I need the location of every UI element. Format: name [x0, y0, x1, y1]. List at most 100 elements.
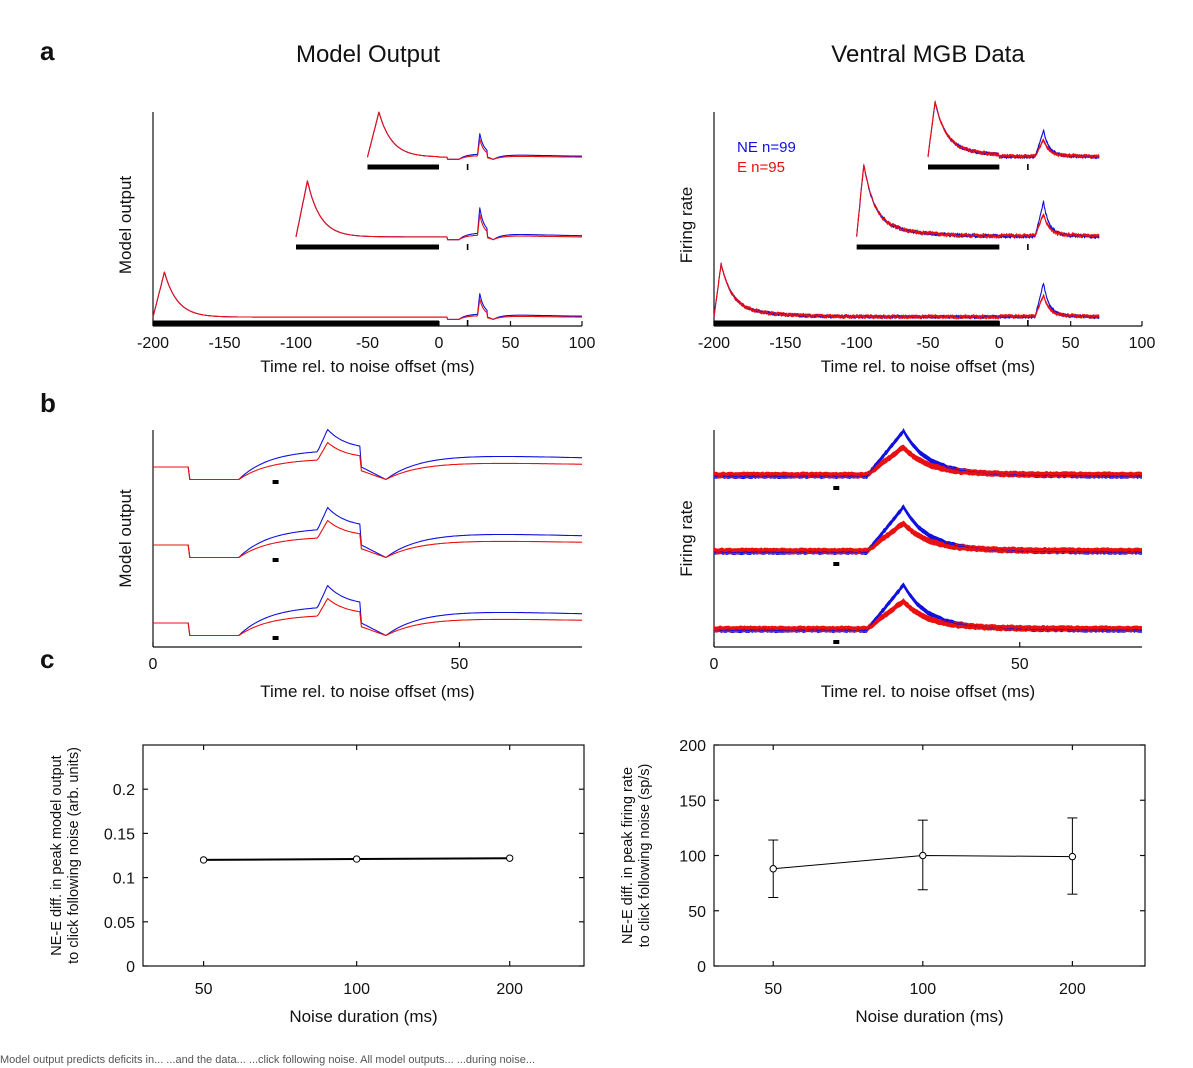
- noise-bar: [367, 164, 439, 170]
- e-trace: [713, 522, 1143, 553]
- e-trace: [153, 519, 583, 559]
- x-axis-label-b: Time rel. to noise offset (ms): [821, 682, 1035, 701]
- x-tick-label-a: -100: [841, 335, 873, 352]
- click-marker: [833, 562, 840, 566]
- x-tick-label-c: 50: [764, 981, 782, 998]
- y-axis-label-c: NE-E diff. in peak model output: [49, 755, 65, 955]
- data-point: [199, 856, 208, 864]
- x-tick-label-c: 200: [496, 981, 523, 998]
- data-point: [1068, 852, 1077, 861]
- x-tick-label-c: 50: [195, 981, 213, 998]
- data-point: [352, 855, 361, 863]
- ne-trace: [295, 180, 582, 241]
- y-tick-label-c: 150: [679, 793, 706, 810]
- x-tick-label-c: 100: [343, 981, 370, 998]
- ne-trace: [366, 111, 582, 160]
- e-band: [928, 99, 1100, 159]
- x-axis-label-c: Noise duration (ms): [289, 1007, 437, 1026]
- y-tick-label-c: 0: [126, 959, 135, 976]
- e-trace: [713, 600, 1143, 631]
- ne-trace: [153, 506, 582, 559]
- x-tick-label-a: -150: [208, 335, 240, 352]
- x-tick-label-a: 0: [435, 335, 444, 352]
- y-tick-label-c: 100: [679, 849, 706, 866]
- plot-box: [142, 744, 585, 967]
- y-axis-label-c: to click following noise (sp/s): [637, 764, 653, 948]
- ne-trace: [713, 584, 1142, 632]
- x-tick-label-a: -50: [916, 335, 939, 352]
- e-trace: [366, 111, 582, 160]
- y-axis-label-a: Model output: [116, 176, 135, 275]
- e-trace: [927, 100, 1100, 158]
- panel-letter-b: b: [40, 388, 56, 418]
- e-trace: [856, 164, 1100, 238]
- x-tick-label-b: 0: [710, 656, 719, 673]
- x-tick-label-a: 0: [995, 335, 1004, 352]
- ne-trace: [713, 506, 1143, 554]
- click-marker: [272, 480, 279, 484]
- y-axis-label-b: Firing rate: [677, 500, 696, 577]
- x-tick-label-b: 0: [149, 656, 158, 673]
- e-trace: [295, 180, 582, 241]
- data-point: [769, 865, 777, 873]
- e-band: [714, 444, 1142, 479]
- x-tick-label-c: 200: [1059, 981, 1086, 998]
- noise-bar: [714, 320, 1000, 326]
- e-trace: [153, 441, 583, 481]
- x-tick-label-a: 50: [502, 335, 520, 352]
- y-axis-label-a: Firing rate: [677, 187, 696, 264]
- panel-letter-a: a: [40, 36, 55, 66]
- y-axis-label-b: Model output: [116, 489, 135, 588]
- ne-trace: [856, 164, 1100, 239]
- legend-ne: NE n=99: [737, 139, 796, 156]
- panel-letter-c: c: [40, 644, 54, 674]
- ne-trace: [713, 262, 1100, 319]
- noise-bar: [153, 320, 439, 326]
- ne-band: [856, 163, 1100, 240]
- y-tick-label-c: 0.05: [104, 915, 135, 932]
- ne-band: [928, 100, 1100, 160]
- ne-trace: [713, 429, 1143, 478]
- x-tick-label-a: -50: [356, 335, 379, 352]
- x-axis-label-c: Noise duration (ms): [855, 1007, 1003, 1026]
- ne-trace: [153, 584, 582, 637]
- ne-trace: [153, 428, 582, 481]
- y-tick-label-c: 0.1: [113, 871, 135, 888]
- x-tick-label-a: 50: [1062, 335, 1080, 352]
- x-axis-label-b: Time rel. to noise offset (ms): [260, 682, 474, 701]
- ne-band: [714, 428, 1142, 480]
- x-tick-label-a: 100: [1129, 335, 1156, 352]
- noise-bar: [296, 244, 439, 250]
- click-marker: [833, 640, 840, 644]
- e-trace: [713, 263, 1100, 319]
- x-axis-label-a: Time rel. to noise offset (ms): [821, 357, 1035, 376]
- figure-caption: Model output predicts deficits in... ...…: [0, 1054, 536, 1066]
- noise-bar: [856, 244, 1000, 250]
- y-tick-label-c: 0.15: [104, 826, 135, 843]
- data-point: [919, 851, 927, 860]
- x-tick-label-a: -200: [137, 335, 169, 352]
- x-tick-label-b: 50: [1011, 656, 1029, 673]
- y-tick-label-c: 50: [688, 904, 706, 921]
- x-tick-label-a: -100: [280, 335, 312, 352]
- y-tick-label-c: 0: [697, 959, 706, 976]
- noise-bar: [928, 164, 1000, 170]
- x-tick-label-a: -200: [698, 335, 730, 352]
- column-title-right: Ventral MGB Data: [831, 41, 1025, 68]
- y-axis-label-c: to click following noise (arb. units): [66, 747, 82, 964]
- e-trace: [152, 271, 582, 320]
- x-tick-label-c: 100: [909, 981, 936, 998]
- y-tick-label-c: 200: [679, 738, 706, 755]
- y-tick-label-c: 0.2: [113, 782, 135, 799]
- x-axis-label-a: Time rel. to noise offset (ms): [260, 357, 474, 376]
- column-title-left: Model Output: [296, 41, 440, 68]
- e-band: [714, 520, 1142, 555]
- x-tick-label-a: -150: [769, 335, 801, 352]
- data-point: [506, 854, 514, 862]
- click-marker: [272, 636, 279, 640]
- x-tick-label-a: 100: [569, 335, 596, 352]
- y-axis-label-c: NE-E diff. in peak firing rate: [620, 767, 636, 944]
- click-marker: [272, 558, 279, 562]
- ne-band: [714, 504, 1142, 556]
